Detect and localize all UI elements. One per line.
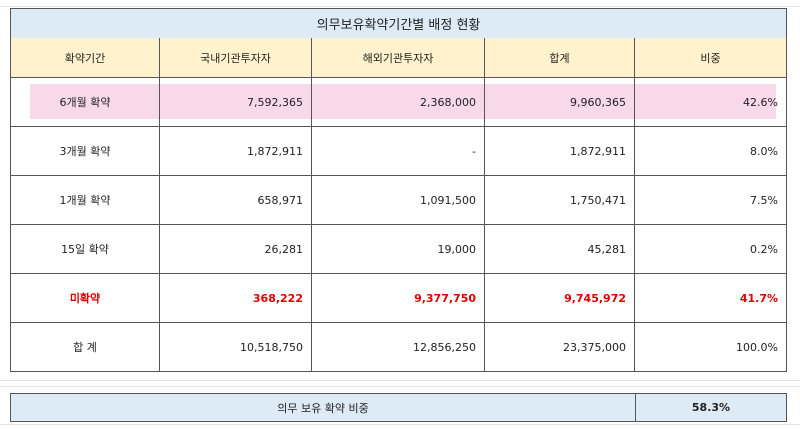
table-cell: 45,281 — [485, 225, 635, 274]
table-cell: 9,960,365 — [485, 78, 635, 127]
table-cell: 15일 확약 — [10, 225, 160, 274]
table-cell: 1,872,911 — [160, 127, 312, 176]
table-cell: 41.7% — [635, 274, 787, 323]
table-cell: 658,971 — [160, 176, 312, 225]
header-cell: 확약기간 — [10, 38, 160, 78]
header-cell: 합계 — [485, 38, 635, 78]
table-cell: 1개월 확약 — [10, 176, 160, 225]
summary-value: 58.3% — [635, 393, 787, 422]
sheet-grid — [0, 6, 800, 7]
table-cell: 1,091,500 — [312, 176, 485, 225]
table-cell: 0.2% — [635, 225, 787, 274]
table-cell: 6개월 확약 — [10, 78, 160, 127]
table-cell: 1,750,471 — [485, 176, 635, 225]
table-cell: 3개월 확약 — [10, 127, 160, 176]
header-cell: 국내기관투자자 — [160, 38, 312, 78]
table-cell: 미확약 — [10, 274, 160, 323]
row-highlight — [30, 84, 776, 119]
table-cell: 42.6% — [635, 78, 787, 127]
table-cell: 368,222 — [160, 274, 312, 323]
table-cell: 100.0% — [635, 323, 787, 372]
sheet-grid — [0, 386, 800, 387]
sheet-grid — [0, 424, 800, 425]
table-cell: 9,745,972 — [485, 274, 635, 323]
table-cell: 23,375,000 — [485, 323, 635, 372]
table-cell: 2,368,000 — [312, 78, 485, 127]
table-cell: 26,281 — [160, 225, 312, 274]
table-cell: 7,592,365 — [160, 78, 312, 127]
table-cell: 합 계 — [10, 323, 160, 372]
header-cell: 비중 — [635, 38, 787, 78]
table-cell: 7.5% — [635, 176, 787, 225]
table-cell: 12,856,250 — [312, 323, 485, 372]
table-cell: 8.0% — [635, 127, 787, 176]
table-cell: 9,377,750 — [312, 274, 485, 323]
table-cell: 19,000 — [312, 225, 485, 274]
sheet-grid — [0, 380, 800, 381]
table-title: 의무보유확약기간별 배정 현황 — [10, 8, 787, 39]
header-cell: 해외기관투자자 — [312, 38, 485, 78]
table-cell: 10,518,750 — [160, 323, 312, 372]
table-cell: 1,872,911 — [485, 127, 635, 176]
summary-label: 의무 보유 확약 비중 — [10, 393, 636, 422]
table-cell: - — [312, 127, 485, 176]
